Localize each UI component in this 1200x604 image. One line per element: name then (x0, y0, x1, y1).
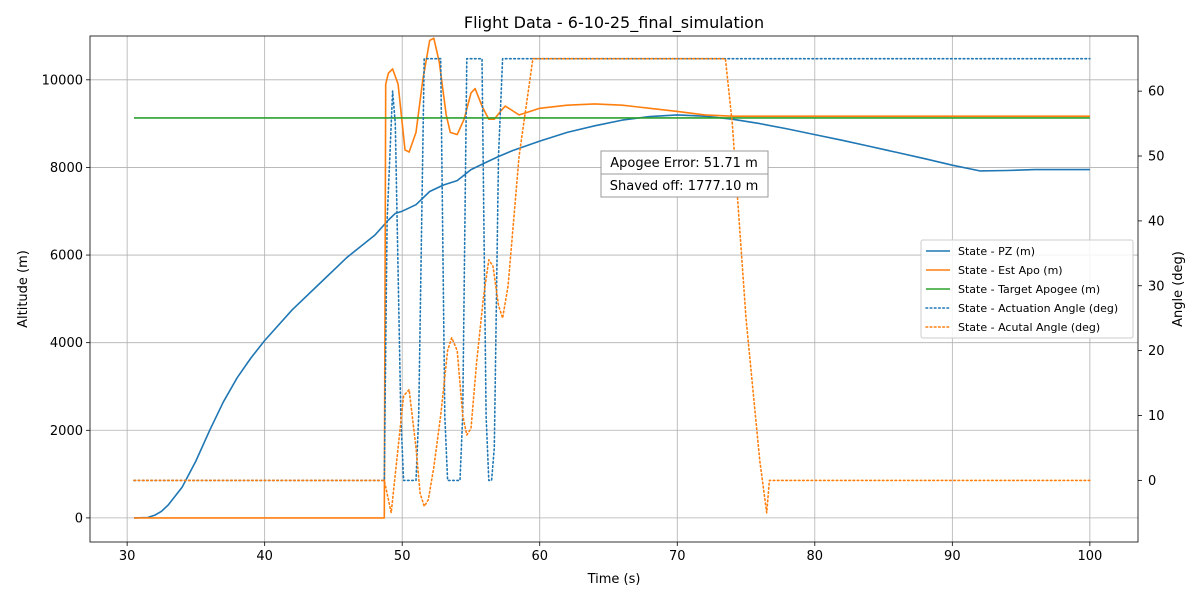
x-tick-label: 50 (394, 549, 411, 564)
x-axis-ticks: 30 40 50 60 70 80 90 100 (119, 542, 1102, 564)
y2-tick-label: 60 (1148, 85, 1165, 100)
y-tick-label: 6000 (50, 249, 83, 264)
series-line-state-acutal-angle-deg (133, 57, 1091, 514)
legend-entry: State - PZ (m) (958, 245, 1035, 258)
x-tick-label: 40 (256, 549, 273, 564)
plot-frame (89, 35, 1139, 543)
x-tick-label: 90 (944, 549, 961, 564)
y2-tick-label: 10 (1148, 409, 1165, 424)
legend-entry: State - Actuation Angle (deg) (958, 302, 1118, 315)
x-tick-label: 70 (669, 549, 686, 564)
series-line-state-actuation-angle-deg (133, 57, 1091, 482)
y2-tick-label: 20 (1148, 344, 1165, 359)
y-tick-label: 10000 (42, 73, 83, 88)
series-layer (133, 37, 1091, 519)
y-tick-label: 2000 (50, 424, 83, 439)
y2-tick-label: 50 (1148, 150, 1165, 165)
x-axis-label: Time (s) (587, 572, 641, 587)
legend-items: State - PZ (m) State - Est Apo (m) State -… (925, 245, 1118, 334)
y2-axis-label: Angle (deg) (1171, 251, 1186, 327)
legend-entry: State - Est Apo (m) (958, 264, 1063, 277)
x-tick-label: 100 (1077, 549, 1102, 564)
y-axis-label: Altitude (m) (16, 250, 31, 328)
annotation-text: Apogee Error: 51.71 m (610, 156, 757, 171)
legend: State - PZ (m) State - Est Apo (m) State -… (920, 239, 1134, 339)
series-line-state-pz-m (133, 114, 1090, 519)
y2-tick-label: 0 (1148, 474, 1156, 489)
legend-entry: State - Target Apogee (m) (958, 283, 1100, 296)
x-tick-label: 80 (807, 549, 824, 564)
x-tick-label: 30 (119, 549, 136, 564)
y-tick-label: 8000 (50, 161, 83, 176)
y2-tick-label: 30 (1148, 279, 1165, 294)
y-tick-label: 0 (75, 511, 83, 526)
chart-title: Flight Data - 6-10-25_final_simulation (464, 13, 764, 33)
legend-entry: State - Acutal Angle (deg) (958, 321, 1100, 334)
y-axis-ticks: 0 2000 4000 6000 8000 10000 (42, 73, 90, 526)
legend-box (920, 239, 1134, 339)
annotation-box (600, 173, 769, 198)
annotation-shaved-off: Shaved off: 1777.10 m (600, 173, 769, 198)
y2-axis-ticks: 0 10 20 30 40 50 60 (1138, 85, 1165, 489)
y2-tick-label: 40 (1148, 214, 1165, 229)
annotation-text: Shaved off: 1777.10 m (610, 179, 759, 194)
y-tick-label: 4000 (50, 336, 83, 351)
annotation-apogee-error: Apogee Error: 51.71 m (600, 150, 769, 175)
x-tick-label: 60 (531, 549, 548, 564)
